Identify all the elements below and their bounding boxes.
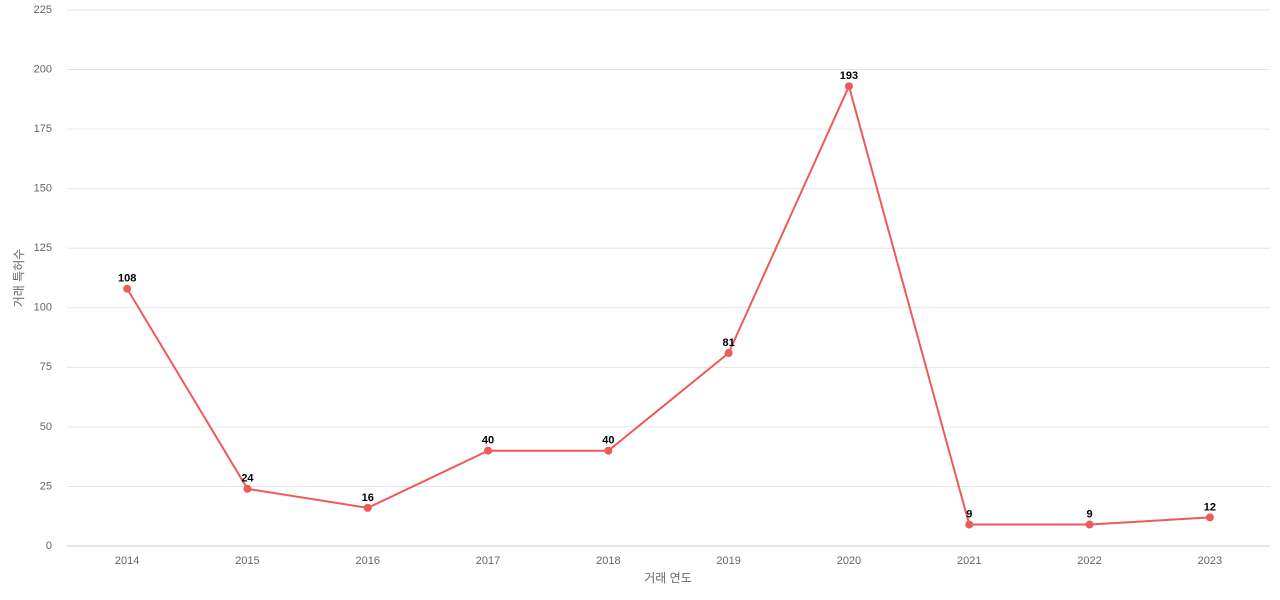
x-tick-label: 2017	[476, 555, 500, 567]
x-axis-label: 거래 연도	[644, 571, 692, 585]
point	[243, 484, 252, 493]
point	[724, 349, 733, 358]
point	[844, 82, 853, 91]
x-tick-label: 2021	[957, 555, 981, 567]
y-tick-label: 225	[34, 4, 52, 16]
y-tick-label: 75	[40, 361, 52, 373]
x-tick-label: 2014	[115, 555, 139, 567]
point	[1085, 520, 1094, 529]
point	[965, 520, 974, 529]
x-tick-label: 2022	[1077, 555, 1101, 567]
point	[363, 503, 372, 512]
y-tick-label: 125	[34, 242, 52, 254]
data-label: 12	[1204, 501, 1216, 513]
data-label: 40	[482, 435, 494, 447]
point	[604, 446, 613, 455]
data-label: 108	[118, 273, 136, 285]
data-label: 24	[241, 473, 254, 485]
point	[484, 446, 493, 455]
y-tick-label: 200	[34, 63, 52, 75]
x-tick-label: 2015	[235, 555, 259, 567]
x-tick-label: 2020	[837, 555, 861, 567]
data-label: 40	[602, 435, 614, 447]
data-label: 16	[362, 492, 374, 504]
data-label: 193	[840, 70, 858, 82]
y-axis-label: 거래 특허수	[12, 249, 26, 308]
x-tick-label: 2019	[716, 555, 740, 567]
y-tick-label: 175	[34, 123, 52, 135]
data-label: 81	[723, 337, 735, 349]
y-tick-label: 50	[40, 421, 52, 433]
x-tick-label: 2018	[596, 555, 620, 567]
x-tick-label: 2016	[356, 555, 380, 567]
x-tick-label: 2023	[1198, 555, 1222, 567]
y-tick-label: 100	[34, 302, 52, 314]
data-label: 9	[966, 508, 972, 520]
y-tick-label: 150	[34, 183, 52, 195]
point	[123, 284, 132, 293]
y-tick-label: 0	[46, 540, 52, 552]
line	[126, 83, 1210, 526]
point	[1205, 513, 1214, 522]
data-label: 9	[1086, 508, 1092, 520]
y-tick-label: 25	[40, 480, 52, 492]
